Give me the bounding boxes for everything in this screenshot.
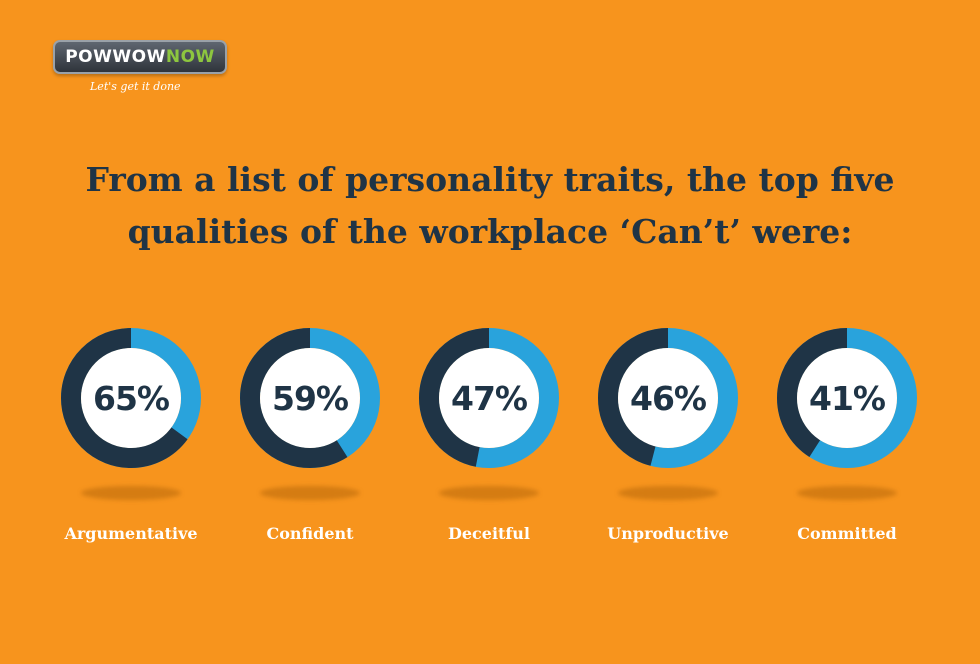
donut-percent-label: 46% <box>630 378 707 418</box>
title-line-2: qualities of the workplace ‘Can’t’ were: <box>127 212 853 251</box>
donut-center <box>260 348 360 448</box>
donut-argumentative: 65% <box>61 328 201 468</box>
chart-title: From a list of personality traits, the t… <box>0 154 980 258</box>
donut-percent-label: 65% <box>93 378 170 418</box>
donut-shadow <box>439 486 539 500</box>
donut-svg <box>598 328 738 468</box>
category-label: Deceitful <box>447 524 531 543</box>
donut-shadow <box>260 486 360 500</box>
donut-unproductive: 46% <box>598 328 738 468</box>
donut-deceitful: 47% <box>419 328 559 468</box>
donut-value-segment <box>598 328 738 468</box>
title-line-1: From a list of personality traits, the t… <box>85 160 895 199</box>
donut-shadow <box>81 486 181 500</box>
donut-value-segment <box>777 328 917 468</box>
powwownow-logo: POWWOW NOW <box>53 40 227 74</box>
category-label: Unproductive <box>607 524 729 543</box>
category-label: Confident <box>266 524 354 543</box>
donut-shadow <box>797 486 897 500</box>
donut-svg <box>419 328 559 468</box>
donut-committed: 41% <box>777 328 917 468</box>
category-label: Committed <box>797 524 897 543</box>
donut-center <box>81 348 181 448</box>
donut-svg <box>777 328 917 468</box>
logo-tagline: Let's get it done <box>90 80 181 93</box>
logo-text-now: NOW <box>165 47 215 67</box>
donut-value-segment <box>419 328 559 468</box>
donut-center <box>797 348 897 448</box>
logo-text-powwow: POWWOW <box>65 47 166 67</box>
donut-percent-label: 47% <box>451 378 528 418</box>
donut-percent-label: 41% <box>809 378 886 418</box>
donut-svg <box>61 328 201 468</box>
donut-value-segment <box>61 328 201 468</box>
donut-center <box>439 348 539 448</box>
category-label: Argumentative <box>64 524 198 543</box>
donut-svg <box>240 328 380 468</box>
donut-shadow <box>618 486 718 500</box>
donut-percent-label: 59% <box>272 378 349 418</box>
donut-value-segment <box>240 328 380 468</box>
donut-confident: 59% <box>240 328 380 468</box>
donut-center <box>618 348 718 448</box>
